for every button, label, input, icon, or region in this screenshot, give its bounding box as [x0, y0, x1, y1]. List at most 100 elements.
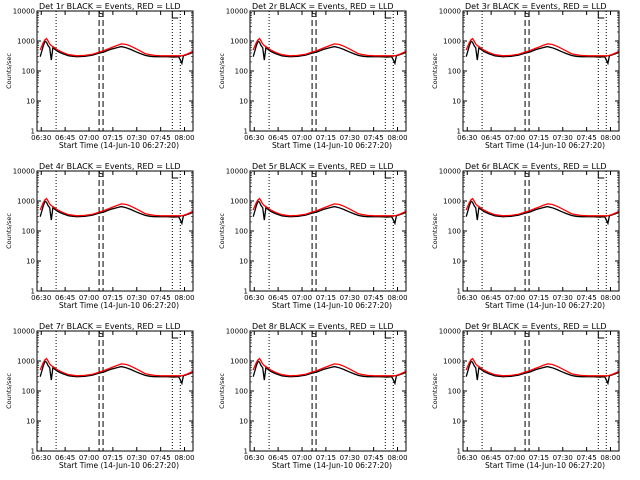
- x-tick-label: 06:45: [481, 294, 501, 302]
- chart-panel: Det 8r BLACK = Events, RED = LLD S 1 10 100 1…: [213, 320, 426, 480]
- x-tick-label: 06:45: [268, 134, 288, 142]
- y-tick-label: 100: [22, 68, 35, 76]
- x-tick-label: 07:00: [79, 454, 99, 462]
- panel-title: Det 3r BLACK = Events, RED = LLD: [465, 2, 607, 11]
- chart-panel: Det 6r BLACK = Events, RED = LLD S 1 10 100 1…: [426, 160, 639, 320]
- series-line-lld: [465, 37, 620, 57]
- y-tick-label: 1000: [17, 198, 35, 206]
- y-tick-label: 1000: [230, 358, 248, 366]
- x-axis-label: Start Time (14-Jun-10 06:27:20): [485, 461, 605, 470]
- y-tick-label: 10: [239, 418, 248, 426]
- chart-panel: Det 2r BLACK = Events, RED = LLD S 1 10 100 1…: [213, 0, 426, 160]
- y-tick-label: 1: [244, 448, 248, 456]
- series-line-events: [252, 359, 407, 386]
- y-axis-label: Counts/sec: [5, 53, 13, 89]
- series-line-events: [465, 359, 620, 386]
- x-axis-label: Start Time (14-Jun-10 06:27:20): [485, 301, 605, 310]
- x-tick-label: 06:30: [31, 454, 51, 462]
- series-line-events: [465, 39, 620, 66]
- x-tick-label: 07:00: [79, 294, 99, 302]
- panel-title: Det 4r BLACK = Events, RED = LLD: [39, 162, 181, 171]
- y-tick-label: 1: [31, 128, 35, 136]
- x-axis-label: Start Time (14-Jun-10 06:27:20): [485, 141, 605, 150]
- x-tick-label: 08:00: [174, 454, 194, 462]
- y-tick-label: 10: [26, 258, 35, 266]
- series-line-events: [39, 359, 194, 386]
- x-axis-label: Start Time (14-Jun-10 06:27:20): [59, 141, 179, 150]
- panel-title: Det 1r BLACK = Events, RED = LLD: [39, 2, 181, 11]
- y-tick-label: 1: [244, 128, 248, 136]
- y-axis-label: Counts/sec: [431, 53, 439, 89]
- y-tick-label: 1: [457, 128, 461, 136]
- attenuator-marker: [597, 171, 605, 179]
- y-axis-label: Counts/sec: [5, 213, 13, 249]
- x-tick-label: 07:30: [553, 294, 573, 302]
- x-tick-label: 06:45: [481, 134, 501, 142]
- y-tick-label: 1: [457, 448, 461, 456]
- plot-frame: [249, 330, 407, 452]
- series-line-events: [39, 39, 194, 66]
- y-tick-label: 10: [452, 98, 461, 106]
- x-tick-label: 07:30: [127, 294, 147, 302]
- saa-marker: S: [311, 170, 317, 180]
- y-tick-label: 10: [26, 98, 35, 106]
- plot-frame: [462, 10, 620, 132]
- x-tick-label: 07:45: [577, 294, 597, 302]
- y-tick-label: 10000: [13, 168, 35, 176]
- y-axis-label: Counts/sec: [431, 373, 439, 409]
- chart-panel: Det 1r BLACK = Events, RED = LLD S 1 10 100 1…: [0, 0, 213, 160]
- saa-marker: S: [311, 330, 317, 340]
- x-tick-label: 08:00: [387, 134, 407, 142]
- x-tick-label: 07:30: [340, 294, 360, 302]
- x-tick-label: 06:30: [244, 294, 264, 302]
- x-tick-label: 08:00: [600, 294, 620, 302]
- series-line-events: [465, 199, 620, 226]
- y-axis-label: Counts/sec: [431, 213, 439, 249]
- attenuator-marker: [171, 11, 179, 19]
- plot-frame: [249, 170, 407, 292]
- chart-panel: Det 9r BLACK = Events, RED = LLD S 1 10 100 1…: [426, 320, 639, 480]
- y-tick-label: 100: [22, 228, 35, 236]
- series-line-lld: [39, 197, 194, 217]
- plot-frame: [36, 10, 194, 132]
- y-tick-label: 1: [31, 448, 35, 456]
- y-tick-label: 1000: [17, 358, 35, 366]
- panel-title: Det 8r BLACK = Events, RED = LLD: [252, 322, 394, 331]
- series-line-lld: [252, 357, 407, 377]
- y-axis-label: Counts/sec: [218, 373, 226, 409]
- panel-title: Det 6r BLACK = Events, RED = LLD: [465, 162, 607, 171]
- y-tick-label: 1000: [230, 198, 248, 206]
- y-axis-label: Counts/sec: [5, 373, 13, 409]
- y-tick-label: 100: [448, 388, 461, 396]
- series-line-lld: [39, 37, 194, 57]
- chart-panel: Det 5r BLACK = Events, RED = LLD S 1 10 100 1…: [213, 160, 426, 320]
- x-axis-label: Start Time (14-Jun-10 06:27:20): [272, 301, 392, 310]
- series-line-lld: [252, 37, 407, 57]
- y-tick-label: 100: [448, 68, 461, 76]
- x-tick-label: 07:00: [505, 134, 525, 142]
- y-tick-label: 1000: [443, 38, 461, 46]
- x-tick-label: 07:15: [529, 294, 549, 302]
- y-tick-label: 1: [244, 288, 248, 296]
- y-tick-label: 10: [452, 258, 461, 266]
- chart-panel: Det 4r BLACK = Events, RED = LLD S 1 10 100 1…: [0, 160, 213, 320]
- x-axis-label: Start Time (14-Jun-10 06:27:20): [59, 301, 179, 310]
- x-tick-label: 07:15: [103, 134, 123, 142]
- x-tick-label: 07:45: [364, 294, 384, 302]
- y-tick-label: 10000: [226, 168, 248, 176]
- y-tick-label: 1000: [443, 358, 461, 366]
- x-tick-label: 07:45: [364, 454, 384, 462]
- attenuator-marker: [597, 11, 605, 19]
- panel-title: Det 2r BLACK = Events, RED = LLD: [252, 2, 394, 11]
- y-tick-label: 10: [239, 98, 248, 106]
- x-tick-label: 07:30: [553, 134, 573, 142]
- y-tick-label: 1: [31, 288, 35, 296]
- x-tick-label: 06:30: [31, 294, 51, 302]
- x-tick-label: 07:15: [529, 134, 549, 142]
- x-tick-label: 07:45: [151, 134, 171, 142]
